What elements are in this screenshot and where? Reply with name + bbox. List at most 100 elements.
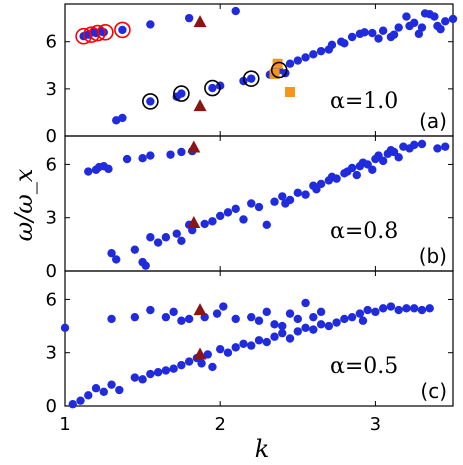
- data-point: [410, 304, 419, 313]
- data-point: [231, 6, 240, 16]
- data-point: [301, 53, 310, 62]
- data-point: [247, 74, 256, 83]
- data-point: [146, 233, 155, 242]
- data-point: [169, 364, 178, 373]
- data-point: [184, 13, 194, 23]
- y-tick-label: 3: [46, 208, 57, 229]
- data-point: [410, 18, 419, 28]
- data-point: [141, 261, 150, 270]
- data-point: [441, 17, 450, 26]
- data-point: [130, 373, 140, 382]
- data-point: [247, 199, 256, 208]
- data-point: [430, 12, 439, 21]
- highlight-circle: [204, 79, 221, 97]
- data-point: [212, 309, 222, 318]
- data-point: [203, 350, 212, 359]
- data-point: [368, 28, 377, 38]
- data-point: [104, 164, 113, 174]
- data-point: [197, 359, 206, 368]
- data-point: [358, 316, 368, 325]
- data-point: [146, 151, 155, 160]
- triangle-marker: [193, 303, 207, 316]
- x-tick-label: 3: [370, 414, 381, 435]
- data-point: [60, 323, 70, 333]
- data-point: [68, 400, 77, 409]
- data-point: [146, 369, 155, 379]
- data-point: [219, 302, 228, 311]
- data-point: [285, 309, 295, 318]
- highlight-circle: [142, 93, 159, 110]
- data-point: [309, 312, 318, 322]
- triangle-marker: [187, 216, 201, 229]
- data-point: [402, 12, 411, 21]
- data-point: [254, 316, 264, 325]
- data-point: [84, 391, 93, 400]
- square-marker: [269, 68, 280, 79]
- y-tick-label: 6: [46, 289, 57, 310]
- data-point: [402, 304, 411, 313]
- data-point: [285, 195, 295, 205]
- data-point: [99, 28, 109, 37]
- data-point: [270, 332, 279, 341]
- data-point: [166, 150, 175, 159]
- y-tick-label: 6: [46, 154, 57, 175]
- y-axis-label: ω/ω_x: [10, 168, 38, 241]
- data-point: [414, 29, 424, 39]
- highlight-circle: [114, 21, 131, 39]
- data-point: [177, 316, 186, 325]
- data-point: [301, 190, 310, 199]
- data-point: [130, 312, 140, 322]
- data-point: [172, 229, 181, 238]
- data-point: [231, 204, 240, 214]
- data-point: [278, 321, 287, 331]
- data-point: [394, 23, 403, 32]
- data-point: [352, 170, 361, 180]
- data-point: [118, 113, 127, 123]
- x-axis-label: k: [255, 435, 270, 463]
- data-point: [410, 140, 419, 150]
- data-point: [239, 339, 248, 349]
- panel-tag: (c): [420, 379, 447, 403]
- data-point: [223, 348, 233, 357]
- data-point: [293, 314, 302, 324]
- data-point: [347, 32, 357, 42]
- data-point: [441, 142, 450, 151]
- data-point: [146, 20, 155, 29]
- data-point: [247, 312, 256, 322]
- triangle-marker: [187, 140, 201, 153]
- panel-tag: (a): [419, 109, 447, 133]
- y-tick-label: 0: [46, 261, 57, 282]
- data-point: [184, 357, 194, 366]
- alpha-annotation: α=0.5: [330, 354, 398, 379]
- highlight-circle: [89, 24, 106, 42]
- data-point: [293, 327, 302, 336]
- data-point: [254, 202, 264, 212]
- y-tick-label: 3: [46, 343, 57, 364]
- data-point: [231, 314, 240, 324]
- data-point: [161, 366, 171, 375]
- data-point: [138, 375, 147, 384]
- data-point: [270, 197, 279, 206]
- data-point: [153, 368, 163, 377]
- panel-0: 0 3 6 α=1.0 (a): [46, 3, 458, 147]
- y-tick-label: 0: [46, 396, 57, 417]
- data-point: [208, 217, 217, 226]
- alpha-annotation: α=1.0: [330, 89, 398, 114]
- highlight-circle: [270, 61, 288, 79]
- data-point: [293, 188, 302, 198]
- data-point: [161, 312, 171, 322]
- data-point: [332, 174, 341, 183]
- triangle-marker: [193, 99, 207, 112]
- data-point: [360, 28, 369, 37]
- data-point: [285, 59, 295, 68]
- y-tick-label: 6: [46, 32, 57, 53]
- data-point: [91, 384, 101, 393]
- data-point: [76, 396, 85, 405]
- data-point: [188, 225, 197, 235]
- data-point: [433, 144, 442, 153]
- square-marker: [285, 87, 296, 97]
- data-point: [262, 220, 271, 230]
- data-point: [107, 249, 116, 258]
- y-tick-label: 0: [46, 126, 57, 147]
- data-point: [374, 34, 383, 43]
